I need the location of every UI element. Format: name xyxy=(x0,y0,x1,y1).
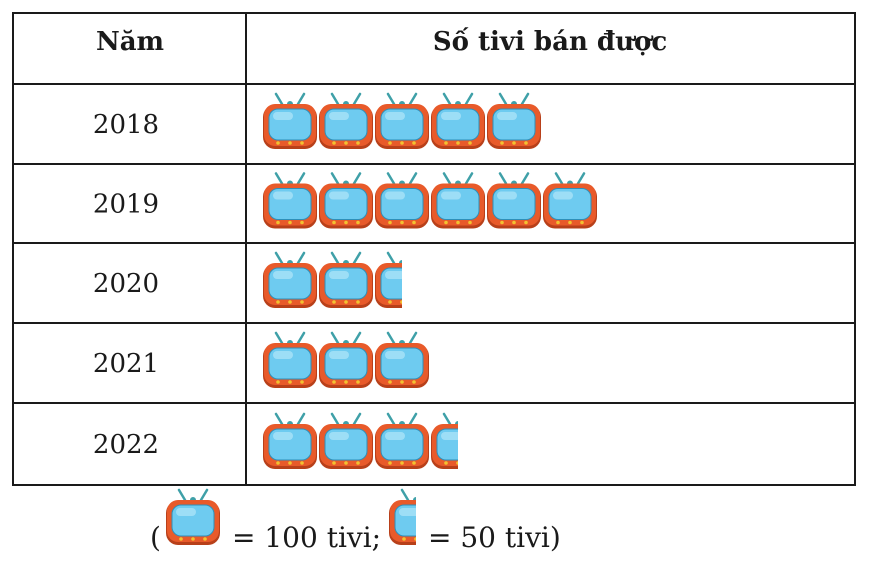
legend-half-label: = 50 tivi) xyxy=(428,521,561,554)
half-tv-icon xyxy=(431,412,458,469)
tv-icon xyxy=(166,488,220,545)
tv-icon xyxy=(319,172,373,229)
tv-icon xyxy=(487,172,541,229)
tv-icon xyxy=(375,412,429,469)
tv-icon xyxy=(543,172,597,229)
tv-icon xyxy=(263,331,317,388)
tv-icon xyxy=(319,251,373,308)
legend-open-paren: ( xyxy=(150,521,161,554)
tv-icon xyxy=(263,412,317,469)
tv-icon xyxy=(319,412,373,469)
tv-icon xyxy=(375,92,429,149)
year-label: 2020 xyxy=(93,269,159,299)
tv-icon xyxy=(487,92,541,149)
tv-icon xyxy=(319,331,373,388)
tv-icon xyxy=(375,331,429,388)
table-rows: 2018 2019 2020 2021 2022 xyxy=(93,92,597,469)
half-tv-icon xyxy=(375,251,402,308)
year-label: 2018 xyxy=(93,110,159,140)
tv-icon xyxy=(431,172,485,229)
header-year: Năm xyxy=(96,27,164,57)
year-label: 2022 xyxy=(93,430,159,460)
tv-icon xyxy=(375,172,429,229)
legend: ( = 100 tivi; = 50 tivi) xyxy=(150,488,561,554)
tv-icon xyxy=(263,172,317,229)
tv-icon xyxy=(431,92,485,149)
legend-half-tv-icon xyxy=(389,488,416,545)
tv-icon xyxy=(263,92,317,149)
tv-icon xyxy=(263,251,317,308)
table-grid xyxy=(12,12,856,486)
tv-icon xyxy=(319,92,373,149)
half-tv-icon xyxy=(389,488,416,545)
legend-tv-icon xyxy=(166,488,220,545)
year-label: 2021 xyxy=(93,349,159,379)
header-tv-sold: Số tivi bán được xyxy=(433,26,667,57)
table-border xyxy=(12,12,856,486)
year-label: 2019 xyxy=(93,190,159,220)
legend-full-label: = 100 tivi; xyxy=(232,521,381,554)
